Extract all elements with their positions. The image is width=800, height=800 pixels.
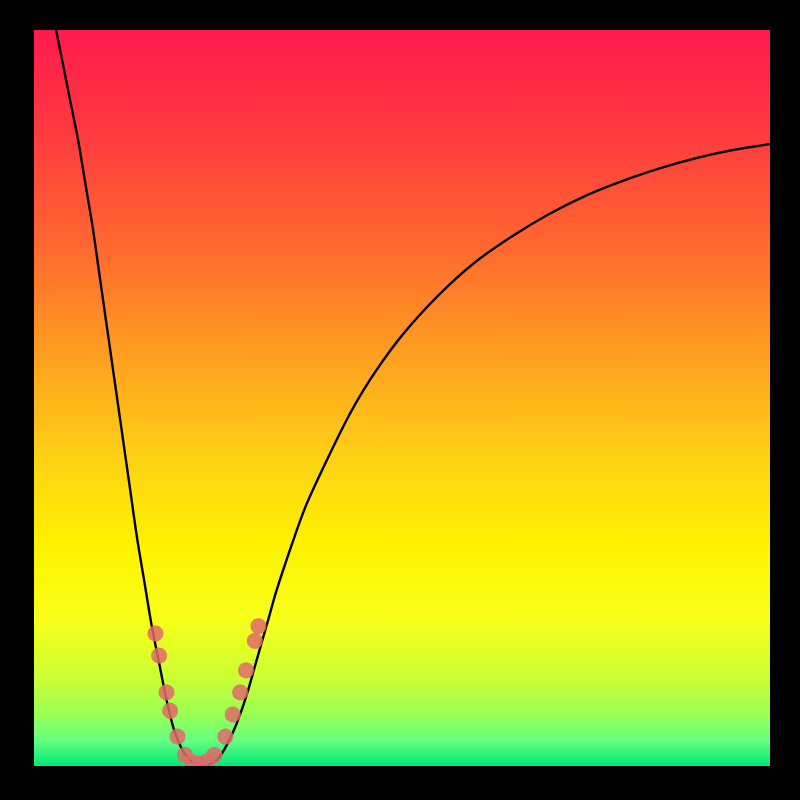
curve-marker	[206, 747, 222, 763]
curve-marker	[232, 684, 248, 700]
curve-marker	[151, 648, 167, 664]
frame-top	[0, 0, 800, 30]
curve-marker	[147, 626, 163, 642]
curve-marker	[162, 703, 178, 719]
curve-marker	[225, 706, 241, 722]
plot-area	[34, 30, 770, 766]
curve-marker	[158, 684, 174, 700]
frame-right	[770, 0, 800, 800]
curve-marker	[238, 662, 254, 678]
curve-marker	[250, 618, 266, 634]
curve-marker	[217, 729, 233, 745]
frame-left	[0, 0, 34, 800]
curve-marker	[170, 729, 186, 745]
chart-root: TheBottleneck.com	[0, 0, 800, 800]
chart-overlay	[34, 30, 770, 766]
curve-marker	[247, 633, 263, 649]
frame-bottom	[0, 766, 800, 800]
